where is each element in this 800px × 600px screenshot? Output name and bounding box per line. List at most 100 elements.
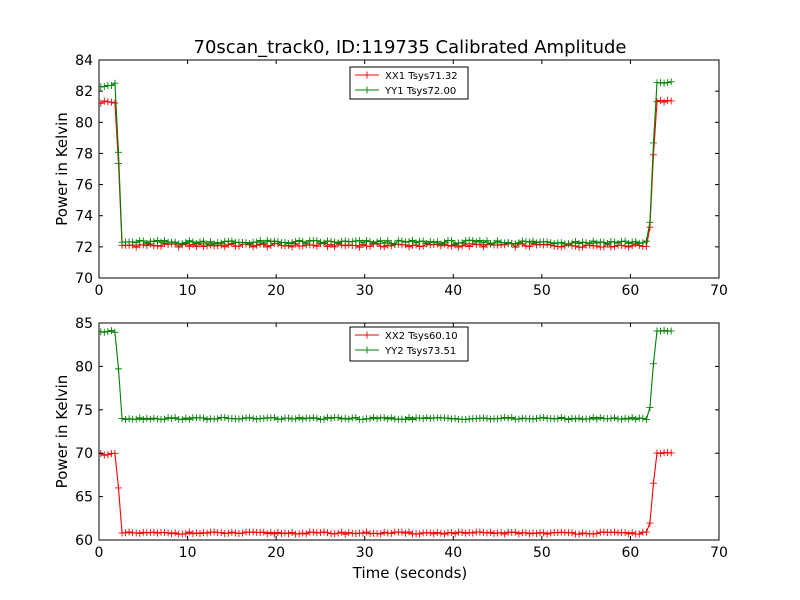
data-point <box>614 239 622 247</box>
data-point <box>359 415 367 423</box>
y-tick-label: 80 <box>75 115 93 131</box>
data-point <box>100 328 108 336</box>
data-point <box>419 237 427 245</box>
data-point <box>238 415 246 423</box>
data-point <box>334 239 342 247</box>
x-tick-label: 50 <box>533 545 551 561</box>
data-point <box>348 238 356 246</box>
series-2 <box>99 326 675 424</box>
data-point <box>309 414 317 422</box>
data-point <box>380 414 388 422</box>
data-point <box>586 415 594 423</box>
data-point <box>423 240 431 248</box>
data-point <box>603 240 611 248</box>
x-tick-label: 20 <box>267 283 285 299</box>
data-point <box>334 529 342 537</box>
data-point <box>462 416 470 424</box>
y-tick-label: 84 <box>75 53 93 69</box>
data-point <box>525 238 533 246</box>
data-point <box>104 328 112 336</box>
data-point <box>394 236 402 244</box>
data-point <box>660 79 668 87</box>
data-point <box>352 413 360 421</box>
data-point <box>522 238 530 246</box>
data-point <box>405 528 413 536</box>
data-point <box>405 413 413 421</box>
data-point <box>589 530 597 538</box>
data-point <box>345 415 353 423</box>
x-tick-label: 30 <box>356 283 374 299</box>
data-point <box>146 415 154 423</box>
data-point <box>625 239 633 247</box>
data-point <box>433 528 441 536</box>
data-point <box>419 414 427 422</box>
data-point <box>448 236 456 244</box>
data-point <box>362 237 370 245</box>
data-point <box>437 529 445 537</box>
data-point <box>511 528 519 536</box>
data-point <box>100 83 108 91</box>
data-point <box>582 239 590 247</box>
data-point <box>430 530 438 538</box>
data-point <box>557 414 565 422</box>
legend-label: XX2 Tsys60.10 <box>385 331 458 342</box>
data-point <box>107 98 115 106</box>
data-point <box>295 530 303 538</box>
data-point <box>653 98 661 106</box>
data-point <box>557 528 565 536</box>
data-point <box>433 238 441 246</box>
data-point <box>440 530 448 538</box>
data-point <box>182 239 190 247</box>
data-point <box>540 529 548 537</box>
data-point <box>561 415 569 423</box>
legend: XX1 Tsys71.32 YY1 Tsys72.00 <box>349 66 469 100</box>
data-point <box>664 79 672 87</box>
data-point <box>217 239 225 247</box>
data-point <box>341 414 349 422</box>
data-point <box>409 416 417 424</box>
data-point <box>345 529 353 537</box>
data-point <box>610 238 618 246</box>
data-point <box>401 415 409 423</box>
data-point <box>579 529 587 537</box>
x-tick-label: 20 <box>267 545 285 561</box>
data-point <box>593 239 601 247</box>
data-point <box>338 415 346 423</box>
data-point <box>253 415 261 423</box>
data-point <box>621 529 629 537</box>
x-tick-label: 60 <box>622 545 640 561</box>
data-point <box>653 449 661 457</box>
data-point <box>660 98 668 106</box>
data-point <box>122 415 130 423</box>
data-point <box>253 238 261 246</box>
data-point <box>299 529 307 537</box>
data-point <box>479 239 487 247</box>
data-point <box>224 529 232 537</box>
data-point <box>593 530 601 538</box>
data-point <box>320 239 328 247</box>
data-point <box>479 414 487 422</box>
data-point <box>320 415 328 423</box>
data-point <box>313 414 321 422</box>
data-point <box>274 238 282 246</box>
data-point <box>260 414 268 422</box>
data-point <box>398 528 406 536</box>
data-point <box>270 237 278 245</box>
figure-title: 70scan_track0, ID:119735 Calibrated Ampl… <box>194 37 627 58</box>
data-point <box>107 82 115 90</box>
data-point <box>657 79 665 87</box>
data-point <box>316 529 324 537</box>
data-point <box>370 413 378 421</box>
data-point <box>536 414 544 422</box>
top-plot: 0 10 20 30 40 50 60 70 70 72 74 76 78 80 82 84 Power in … <box>53 53 728 299</box>
data-point <box>642 415 650 423</box>
data-point <box>575 530 583 538</box>
data-point <box>260 528 268 536</box>
data-point <box>207 238 215 246</box>
data-point <box>564 416 572 424</box>
data-point <box>129 238 137 246</box>
data-point <box>348 414 356 422</box>
data-point <box>667 78 675 86</box>
data-point <box>277 530 285 538</box>
data-point <box>139 415 147 423</box>
